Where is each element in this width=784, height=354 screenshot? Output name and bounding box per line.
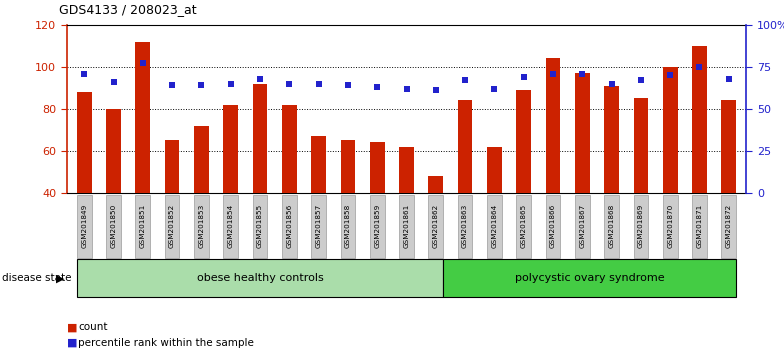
Text: GSM201870: GSM201870 — [667, 204, 673, 249]
Text: disease state: disease state — [2, 273, 72, 283]
Bar — [487, 147, 502, 193]
Bar — [106, 109, 121, 193]
Bar — [517, 90, 531, 193]
Text: GSM201869: GSM201869 — [638, 204, 644, 249]
Text: ■: ■ — [67, 338, 77, 348]
Text: GSM201863: GSM201863 — [462, 204, 468, 249]
Bar — [282, 105, 296, 193]
Text: GSM201856: GSM201856 — [286, 204, 292, 249]
Bar — [429, 176, 443, 193]
Text: GSM201858: GSM201858 — [345, 204, 351, 249]
Text: GSM201852: GSM201852 — [169, 204, 175, 249]
Text: obese healthy controls: obese healthy controls — [197, 273, 323, 283]
Text: GSM201849: GSM201849 — [82, 204, 87, 249]
Text: GSM201867: GSM201867 — [579, 204, 586, 249]
Text: GDS4133 / 208023_at: GDS4133 / 208023_at — [59, 3, 197, 16]
Text: ▶: ▶ — [56, 273, 65, 283]
Bar — [223, 105, 238, 193]
Text: count: count — [78, 322, 108, 332]
Text: GSM201857: GSM201857 — [316, 204, 321, 249]
Bar — [692, 46, 707, 193]
Bar — [633, 98, 648, 193]
Bar — [77, 92, 92, 193]
Bar — [165, 141, 180, 193]
Text: GSM201853: GSM201853 — [198, 204, 205, 249]
Bar — [458, 101, 473, 193]
Text: GSM201868: GSM201868 — [608, 204, 615, 249]
Text: GSM201871: GSM201871 — [696, 204, 702, 249]
Text: GSM201850: GSM201850 — [111, 204, 117, 249]
Bar — [340, 141, 355, 193]
Text: GSM201855: GSM201855 — [257, 204, 263, 249]
Text: GSM201872: GSM201872 — [726, 204, 731, 249]
Text: GSM201861: GSM201861 — [404, 204, 409, 249]
Bar — [399, 147, 414, 193]
Bar — [546, 58, 561, 193]
Text: GSM201851: GSM201851 — [140, 204, 146, 249]
Text: GSM201859: GSM201859 — [374, 204, 380, 249]
Text: GSM201854: GSM201854 — [227, 204, 234, 249]
Bar — [370, 142, 384, 193]
Bar — [575, 73, 590, 193]
Bar — [721, 101, 736, 193]
Bar — [194, 126, 209, 193]
Text: ■: ■ — [67, 322, 77, 332]
Bar — [311, 136, 326, 193]
Bar — [252, 84, 267, 193]
Text: GSM201865: GSM201865 — [521, 204, 527, 249]
Text: percentile rank within the sample: percentile rank within the sample — [78, 338, 254, 348]
Text: GSM201862: GSM201862 — [433, 204, 439, 249]
Text: GSM201866: GSM201866 — [550, 204, 556, 249]
Bar — [604, 86, 619, 193]
Text: GSM201864: GSM201864 — [492, 204, 497, 249]
Text: polycystic ovary syndrome: polycystic ovary syndrome — [515, 273, 664, 283]
Bar — [662, 67, 677, 193]
Bar — [136, 41, 151, 193]
